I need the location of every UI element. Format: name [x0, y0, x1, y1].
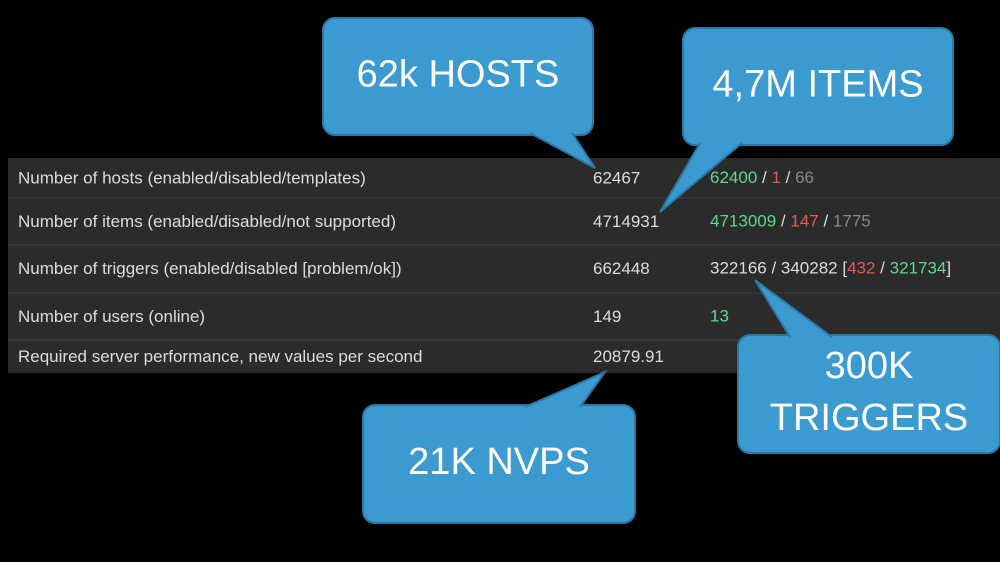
detail-part: /	[819, 212, 833, 231]
detail-part: /	[776, 212, 790, 231]
callout-tail-edge	[529, 132, 596, 169]
detail-part: 147	[790, 212, 818, 231]
row-value: 20879.91	[593, 347, 664, 366]
detail-part: 66	[795, 168, 814, 187]
row-value: 149	[593, 307, 621, 326]
row-details: 62400 / 1 / 66	[710, 168, 814, 187]
row-value: 4714931	[593, 212, 659, 231]
detail-part: 321734	[890, 259, 947, 278]
callout-box	[682, 27, 954, 146]
callout-text: 300K	[825, 345, 914, 387]
row-label: Number of items (enabled/disabled/not su…	[18, 212, 396, 231]
row-label: Required server performance, new values …	[18, 347, 422, 366]
detail-part: 4713009	[710, 212, 776, 231]
detail-part: 322166 / 340282 [	[710, 259, 847, 278]
detail-part: /	[757, 168, 771, 187]
row-details: 4713009 / 147 / 1775	[710, 212, 871, 231]
detail-part: /	[875, 259, 889, 278]
row-label: Number of hosts (enabled/disabled/templa…	[18, 168, 366, 187]
detail-part: ]	[946, 259, 951, 278]
detail-part: 1775	[833, 212, 871, 231]
callout-tail-edge	[524, 369, 608, 408]
callout-box	[362, 404, 636, 524]
row-label: Number of triggers (enabled/disabled [pr…	[18, 259, 402, 278]
row-label: Number of users (online)	[18, 307, 205, 326]
detail-part: 13	[710, 307, 729, 326]
callout-box	[737, 334, 1000, 454]
row-details: 13	[710, 307, 729, 326]
callout-text: 21K NVPS	[408, 441, 590, 483]
callout-text: TRIGGERS	[770, 397, 968, 439]
detail-part: /	[781, 168, 795, 187]
callout-tail-edge	[754, 279, 833, 338]
row-details: 322166 / 340282 [432 / 321734]	[710, 259, 951, 278]
row-value: 662448	[593, 259, 650, 278]
callout-text: 4,7M ITEMS	[712, 64, 923, 106]
detail-part: 432	[847, 259, 875, 278]
callout-tail-edge	[659, 142, 743, 213]
detail-part: 62400	[710, 168, 757, 187]
callout-box	[322, 17, 594, 136]
callout-text: 62k HOSTS	[357, 54, 560, 96]
detail-part: 1	[771, 168, 780, 187]
row-value: 62467	[593, 168, 640, 187]
